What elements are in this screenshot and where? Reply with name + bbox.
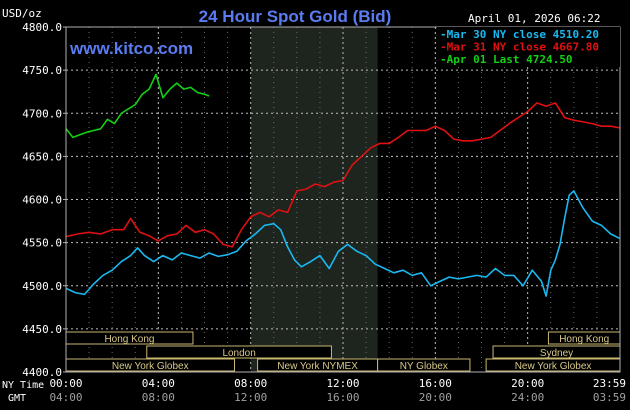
series-line-apr-01 — [65, 73, 210, 139]
ny-time-label: NY Time — [2, 380, 44, 391]
session-label-3: Sydney — [540, 348, 573, 359]
date-label: April 01, 2026 06:22 — [468, 12, 600, 25]
session-label-4: New York Globex — [112, 361, 189, 372]
legend-entry-2: -Apr 01 Last 4724.50 — [440, 53, 572, 66]
y-tick-label-0: 4800.0 — [22, 21, 62, 34]
session-label-1: Hong Kong — [559, 334, 609, 345]
grid-lines — [66, 27, 620, 372]
session-label-2: London — [222, 348, 255, 359]
y-tick-label-2: 4700.0 — [22, 107, 62, 120]
session-label-7: New York Globex — [515, 361, 592, 372]
y-axis-label: USD/oz — [2, 7, 42, 20]
x-tick-ny-0: 00:00 — [49, 377, 82, 390]
legend-entry-0: -Mar 30 NY close 4510.20 — [440, 28, 599, 41]
x-tick-gmt-1: 08:00 — [142, 391, 175, 404]
x-tick-ny-4: 16:00 — [419, 377, 452, 390]
y-tick-label-4: 4600.0 — [22, 194, 62, 207]
x-tick-ny-1: 04:00 — [142, 377, 175, 390]
series-line-mar-30 — [65, 190, 620, 297]
y-tick-label-5: 4550.0 — [22, 237, 62, 250]
x-tick-gmt-0: 04:00 — [49, 391, 82, 404]
session-label-5: New York NYMEX — [277, 361, 358, 372]
gmt-label: GMT — [8, 393, 26, 404]
series-line-mar-31 — [65, 102, 620, 248]
y-tick-label-1: 4750.0 — [22, 64, 62, 77]
y-tick-label-6: 4500.0 — [22, 280, 62, 293]
nymex-shaded-region — [250, 27, 378, 372]
brand-url: www.kitco.com — [69, 39, 193, 58]
y-axis: 4800.0 4750.0 4700.0 4650.0 4600.0 4550.0 4500… — [22, 21, 66, 379]
y-tick-label-7: 4450.0 — [22, 323, 62, 336]
x-tick-gmt-6: 03:59 — [593, 391, 626, 404]
session-bar-2 — [146, 345, 332, 359]
y-tick-label-3: 4650.0 — [22, 150, 62, 163]
y-tick-label-8: 4400.0 — [22, 366, 62, 379]
session-label-0: Hong Kong — [104, 334, 154, 345]
session-bar-6 — [377, 358, 471, 372]
price-series — [65, 73, 620, 297]
x-tick-ny-6: 23:59 — [593, 377, 626, 390]
x-tick-gmt-3: 16:00 — [326, 391, 359, 404]
x-tick-gmt-4: 20:00 — [419, 391, 452, 404]
x-tick-ny-3: 12:00 — [326, 377, 359, 390]
x-tick-gmt-5: 24:00 — [511, 391, 544, 404]
session-label-6: NY Globex — [400, 361, 448, 372]
x-axis: 00:0004:0004:0008:0008:0012:0012:0016:00… — [49, 377, 626, 404]
x-tick-ny-5: 20:00 — [511, 377, 544, 390]
x-tick-gmt-2: 12:00 — [234, 391, 267, 404]
legend: -Mar 30 NY close 4510.20-Mar 31 NY close… — [437, 27, 620, 67]
legend-box — [437, 27, 620, 67]
chart-title: 24 Hour Spot Gold (Bid) — [199, 7, 392, 26]
x-tick-ny-2: 08:00 — [234, 377, 267, 390]
legend-entry-1: -Mar 31 NY close 4667.80 — [440, 41, 599, 54]
